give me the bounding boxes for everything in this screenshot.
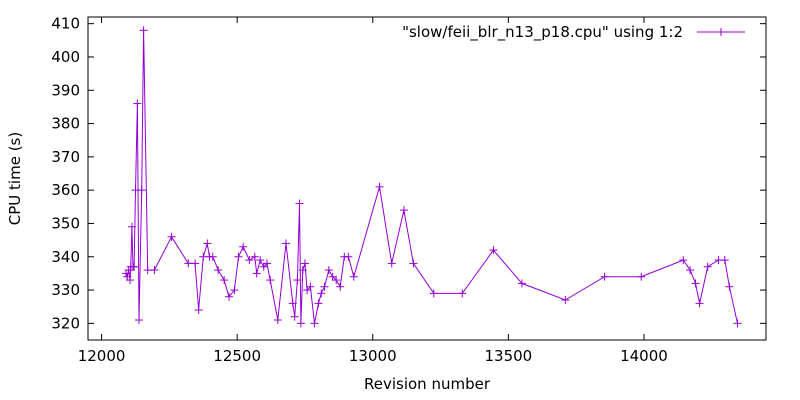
data-point-marker <box>637 272 646 281</box>
data-point-marker <box>695 299 704 308</box>
data-point-marker <box>293 276 302 285</box>
data-point-marker <box>387 259 396 268</box>
data-point-marker <box>167 232 176 241</box>
y-tick-label: 320 <box>51 314 80 332</box>
y-axis-title: CPU time (s) <box>6 132 24 225</box>
y-tick-label: 380 <box>51 115 80 133</box>
series-line <box>125 30 738 324</box>
data-point-marker <box>344 252 353 261</box>
data-point-marker <box>517 279 526 288</box>
data-point-marker <box>214 266 223 275</box>
data-point-marker <box>137 186 146 195</box>
x-tick-label: 13000 <box>349 347 397 365</box>
data-point-marker <box>203 239 212 248</box>
legend-label: "slow/feii_blr_n13_p18.cpu" using 1:2 <box>402 23 683 42</box>
x-axis-title: Revision number <box>364 375 491 393</box>
data-point-marker <box>208 252 217 261</box>
y-tick-label: 330 <box>51 281 80 299</box>
data-point-marker <box>691 279 700 288</box>
data-point-marker <box>130 262 139 271</box>
data-point-marker <box>133 99 142 108</box>
data-point-marker <box>303 286 312 295</box>
y-tick-label: 390 <box>51 81 80 99</box>
y-tick-label: 350 <box>51 214 80 232</box>
data-point-marker <box>429 289 438 298</box>
y-tick-label: 410 <box>51 15 80 33</box>
data-point-marker <box>320 282 329 291</box>
data-point-marker <box>298 266 307 275</box>
data-point-marker <box>230 286 239 295</box>
data-point-marker <box>126 276 135 285</box>
data-point-marker <box>600 272 609 281</box>
data-point-marker <box>310 319 319 328</box>
data-point-marker <box>686 266 695 275</box>
data-point-marker <box>150 266 159 275</box>
y-tick-label: 370 <box>51 148 80 166</box>
y-tick-label: 340 <box>51 248 80 266</box>
data-point-marker <box>489 246 498 255</box>
data-point-marker <box>399 206 408 215</box>
y-tick-label: 360 <box>51 181 80 199</box>
data-point-marker <box>143 266 152 275</box>
data-point-marker <box>300 259 309 268</box>
data-point-marker <box>139 26 148 35</box>
x-tick-label: 13500 <box>485 347 533 365</box>
data-point-marker <box>296 319 305 328</box>
x-tick-label: 14000 <box>620 347 668 365</box>
data-point-marker <box>703 262 712 271</box>
data-point-marker <box>259 262 268 271</box>
data-point-marker <box>262 259 271 268</box>
data-point-marker <box>256 256 265 265</box>
data-point-marker <box>306 282 315 291</box>
data-point-marker <box>561 296 570 305</box>
data-point-marker <box>317 289 326 298</box>
data-point-marker <box>332 276 341 285</box>
x-tick-label: 12000 <box>78 347 126 365</box>
data-point-marker <box>194 306 203 315</box>
data-point-marker <box>336 282 345 291</box>
data-point-marker <box>314 299 323 308</box>
data-point-marker <box>281 239 290 248</box>
data-point-marker <box>127 222 136 231</box>
data-point-marker <box>250 252 259 261</box>
data-point-marker <box>290 312 299 321</box>
data-point-marker <box>266 276 275 285</box>
data-point-marker <box>733 319 742 328</box>
data-point-marker <box>679 256 688 265</box>
plot-frame <box>87 16 767 341</box>
data-point-marker <box>375 182 384 191</box>
data-point-marker <box>295 199 304 208</box>
series-layer <box>121 26 742 328</box>
data-point-marker <box>725 282 734 291</box>
data-point-marker <box>134 316 143 325</box>
data-point-marker <box>225 292 234 301</box>
data-point-marker <box>409 259 418 268</box>
y-tick-label: 400 <box>51 48 80 66</box>
data-point-marker <box>184 259 193 268</box>
data-point-marker <box>191 259 200 268</box>
data-point-marker <box>349 272 358 281</box>
data-point-marker <box>220 276 229 285</box>
legend: "slow/feii_blr_n13_p18.cpu" using 1:2 <box>402 23 745 42</box>
data-point-marker <box>458 289 467 298</box>
data-point-marker <box>252 269 261 278</box>
data-point-marker <box>239 242 248 251</box>
legend-marker <box>717 28 725 36</box>
x-tick-label: 12500 <box>213 347 261 365</box>
data-point-marker <box>324 266 333 275</box>
data-point-marker <box>234 252 243 261</box>
data-point-marker <box>720 256 729 265</box>
data-point-marker <box>288 299 297 308</box>
ticks-layer: 12000 12500 13000 13500 14000 320 330 340 350 360… <box>51 15 766 365</box>
data-point-marker <box>273 316 282 325</box>
data-point-marker <box>245 256 254 265</box>
data-point-marker <box>328 272 337 281</box>
